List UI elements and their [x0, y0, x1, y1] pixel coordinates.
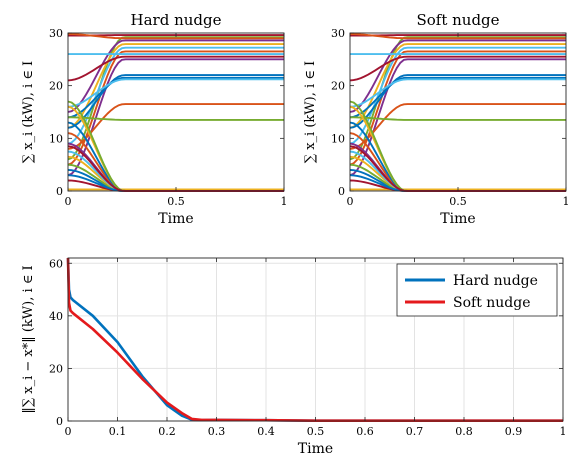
series-line [67, 36, 284, 161]
x-tick-label: 0 [347, 195, 354, 208]
y-axis-label: ∑ x_i (kW), i ∈ I [303, 61, 318, 163]
series-line [349, 50, 566, 166]
x-tick-label: 0.5 [307, 425, 325, 438]
series-line [349, 43, 566, 129]
x-tick-label: 0 [65, 195, 72, 208]
series-line [349, 36, 566, 161]
x-tick-label: 1 [563, 195, 570, 208]
series-line [350, 33, 566, 40]
series-line [67, 58, 284, 177]
series-line [349, 46, 566, 145]
series-line [67, 103, 284, 150]
series-line [67, 78, 284, 108]
series-line [67, 43, 284, 129]
y-tick-label: 20 [331, 80, 345, 93]
y-tick-label: 10 [331, 132, 345, 145]
x-tick-label: 0.6 [356, 425, 374, 438]
y-tick-label: 0 [56, 185, 63, 198]
x-tick-label: 0.9 [505, 425, 523, 438]
series-line [349, 103, 566, 150]
x-tick-label: 0 [65, 425, 72, 438]
legend-label: Soft nudge [453, 295, 531, 311]
series-line [67, 50, 284, 166]
x-axis-label: Time [440, 211, 475, 227]
series-line [349, 78, 566, 108]
x-tick-label: 0.4 [257, 425, 275, 438]
error-panel: 0 0.1 0.2 0.3 0.4 0.5 0.6 0.7 0.8 0.9 1 0 20 40 60 Time… [21, 257, 567, 457]
series-line [67, 55, 284, 82]
series-line [67, 39, 284, 113]
series-line [349, 55, 566, 82]
y-tick-label: 0 [338, 185, 345, 198]
x-tick-label: 0.5 [167, 195, 185, 208]
x-axis-label: Time [158, 211, 193, 227]
x-tick-label: 1 [281, 195, 288, 208]
legend-box [396, 263, 558, 317]
y-axis-label: ∑ x_i (kW), i ∈ I [21, 61, 36, 163]
series-line [349, 76, 566, 119]
series-line [67, 46, 284, 145]
y-tick-label: 60 [49, 257, 63, 270]
x-tick-label: 0.1 [109, 425, 127, 438]
x-axis-label: Time [298, 441, 333, 457]
panel-title: Hard nudge [131, 11, 222, 29]
x-tick-label: 1 [560, 425, 567, 438]
y-tick-label: 30 [331, 27, 345, 40]
series-line [349, 39, 566, 113]
y-tick-label: 10 [49, 132, 63, 145]
y-axis-label: ‖∑ x_i − x*‖ (kW), i ∈ I [21, 265, 36, 413]
y-tick-label: 30 [49, 27, 63, 40]
series-line [68, 116, 284, 121]
y-tick-label: 0 [56, 415, 63, 428]
x-tick-label: 0.2 [158, 425, 176, 438]
x-tick-label: 0.3 [208, 425, 226, 438]
x-tick-label: 0.5 [449, 195, 467, 208]
y-tick-label: 20 [49, 80, 63, 93]
series-line [349, 58, 566, 177]
series-line [350, 116, 566, 121]
y-tick-label: 40 [49, 310, 63, 323]
legend-label: Hard nudge [453, 273, 538, 289]
y-tick-label: 20 [49, 362, 63, 375]
panel-title: Soft nudge [416, 11, 499, 29]
series-line [67, 76, 284, 119]
x-tick-label: 0.7 [406, 425, 424, 438]
series-line [68, 33, 284, 40]
x-tick-label: 0.8 [455, 425, 473, 438]
